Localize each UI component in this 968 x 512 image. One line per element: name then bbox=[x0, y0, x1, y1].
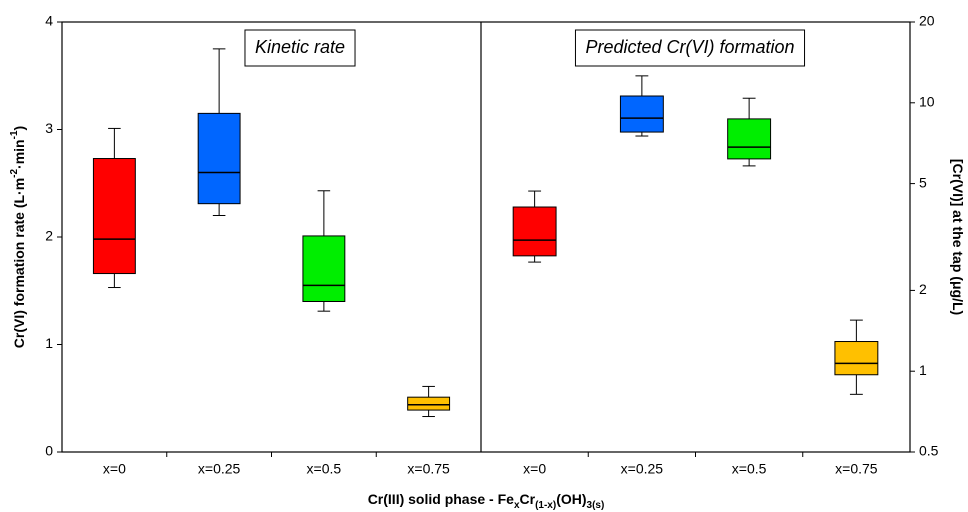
box bbox=[92, 158, 136, 275]
y-axis-label: [Cr(VI)] at the tap (μg/L) bbox=[950, 159, 966, 315]
box bbox=[407, 396, 451, 411]
y-tick-label: 2 bbox=[919, 281, 927, 297]
y-tick-label: 0 bbox=[45, 443, 53, 459]
x-tick-label: x=0 bbox=[523, 461, 546, 477]
x-axis-label-part: (1-x) bbox=[535, 500, 556, 511]
y-axis-label-part: [Cr(VI)] at the tap (μg/L) bbox=[950, 159, 966, 315]
y-tick-label: 20 bbox=[919, 13, 935, 29]
panel-title-box bbox=[244, 29, 356, 67]
x-tick-label: x=0.5 bbox=[732, 461, 767, 477]
x-tick-label: x=0.75 bbox=[407, 461, 450, 477]
x-tick-label: x=0.75 bbox=[835, 461, 878, 477]
y-tick-label: 2 bbox=[45, 228, 53, 244]
y-tick-label: 10 bbox=[919, 94, 935, 110]
y-tick-label: 1 bbox=[45, 335, 53, 351]
plot-frame bbox=[61, 21, 911, 453]
x-tick-label: x=0.25 bbox=[198, 461, 241, 477]
x-axis-label-part: Cr bbox=[520, 491, 536, 507]
box bbox=[619, 95, 664, 133]
x-axis-label-part: Cr(III) solid phase - Fe bbox=[368, 491, 514, 507]
panel-title-box bbox=[574, 29, 806, 67]
y-tick-label: 0.5 bbox=[919, 443, 939, 459]
x-axis-label-part: x bbox=[514, 500, 520, 511]
box bbox=[727, 118, 772, 160]
y-tick-label: 5 bbox=[919, 174, 927, 190]
x-tick-label: x=0 bbox=[103, 461, 126, 477]
x-tick-label: x=0.25 bbox=[621, 461, 664, 477]
y-axis-label-part: ·min bbox=[11, 139, 27, 169]
x-tick-label: x=0.5 bbox=[307, 461, 342, 477]
x-axis-label: Cr(III) solid phase - FexCr(1-x)(OH)3(s) bbox=[368, 491, 605, 511]
box bbox=[197, 112, 241, 205]
box bbox=[302, 235, 346, 302]
y-axis-label-part: ) bbox=[11, 126, 27, 131]
panel-title: Predicted Cr(VI) formation bbox=[585, 37, 794, 57]
y-axis-label-part: -2 bbox=[9, 169, 20, 178]
y-axis-label: Cr(VI) formation rate (L·m-2·min-1) bbox=[9, 126, 27, 348]
y-tick-label: 4 bbox=[45, 13, 53, 29]
y-axis-label-part: -1 bbox=[9, 130, 20, 139]
box bbox=[512, 206, 557, 257]
y-axis-label-part: Cr(VI) formation rate (L·m bbox=[11, 178, 27, 348]
panel-title: Kinetic rate bbox=[255, 37, 345, 57]
x-axis-label-part: 3(s) bbox=[587, 500, 605, 511]
y-tick-label: 1 bbox=[919, 362, 927, 378]
box bbox=[834, 341, 879, 376]
x-axis-label-part: (OH) bbox=[556, 491, 586, 507]
y-tick-label: 3 bbox=[45, 120, 53, 136]
